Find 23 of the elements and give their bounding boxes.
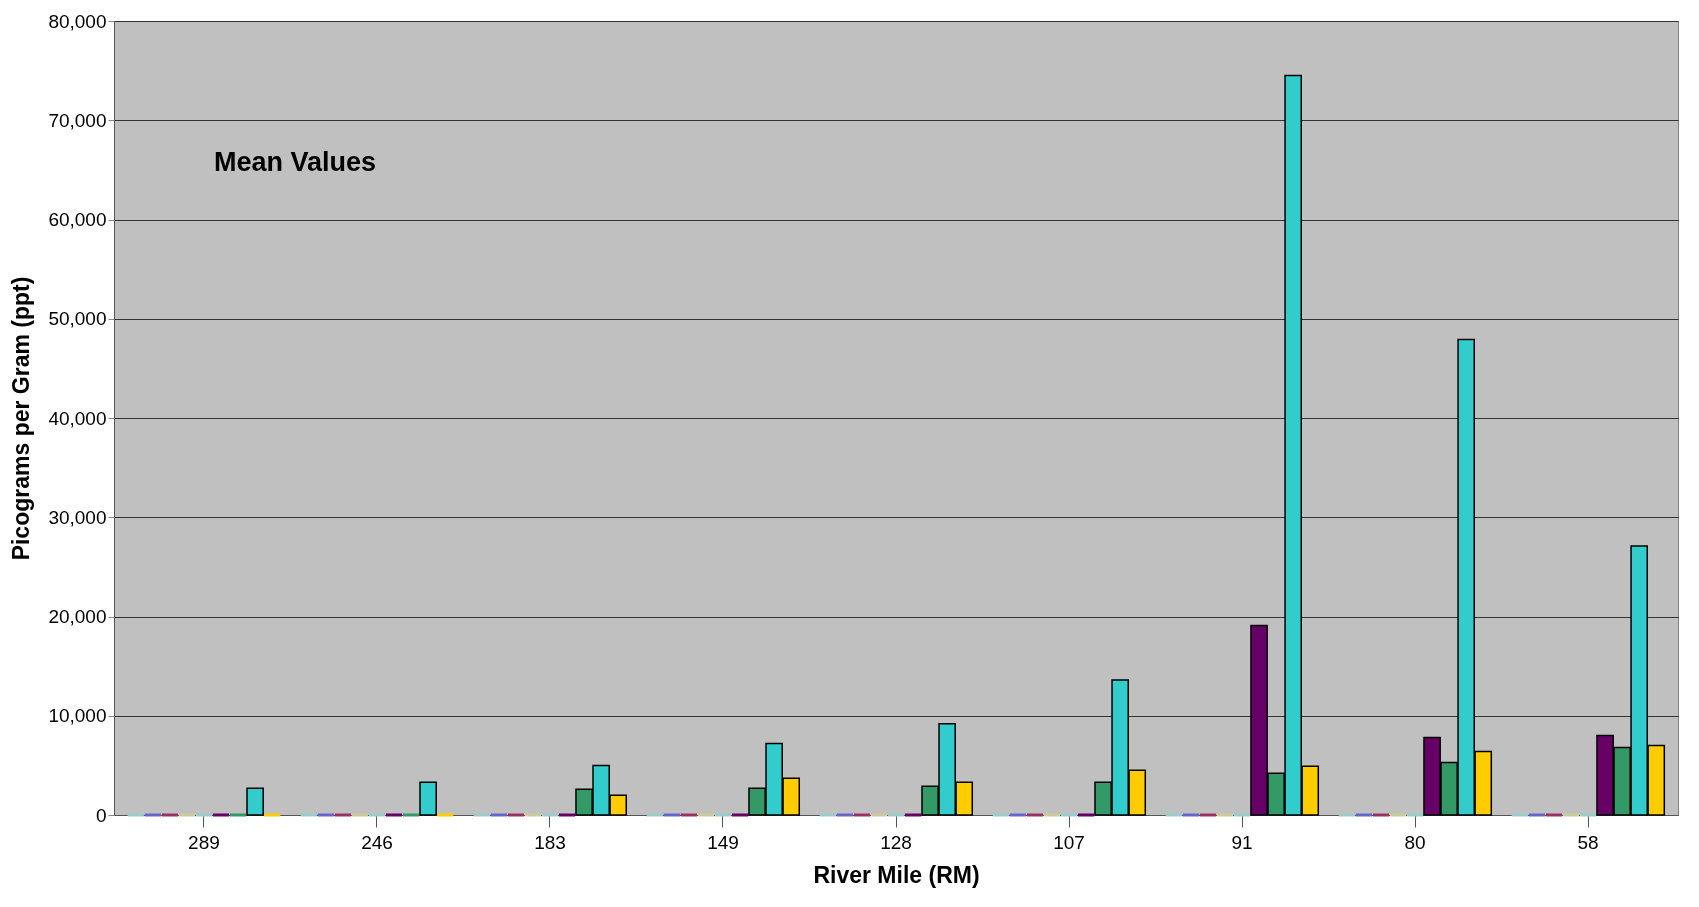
y-tick-label: 10,000 [48, 705, 107, 727]
x-tick-label: 58 [1577, 831, 1599, 853]
y-tick-label: 30,000 [48, 506, 107, 528]
y-tick-label: 50,000 [48, 308, 107, 330]
x-tick-label: 149 [707, 831, 739, 853]
x-axis-title: River Mile (RM) [813, 861, 980, 888]
x-tick-label: 80 [1404, 831, 1426, 853]
x-tick-label: 107 [1053, 831, 1085, 853]
y-axis-title: Picograms per Gram (ppt) [8, 276, 35, 561]
bar [419, 781, 437, 816]
y-tick-label: 20,000 [48, 606, 107, 627]
annotation: Mean Values [214, 147, 377, 177]
y-tick-label: 40,000 [48, 407, 107, 429]
x-tick-label: 91 [1231, 831, 1253, 853]
x-tick-label: 183 [534, 831, 566, 853]
y-tick-label: 80,000 [48, 10, 107, 32]
y-tick-label: 70,000 [48, 109, 107, 131]
y-tick-label: 60,000 [48, 209, 107, 230]
x-tick-label: 128 [880, 831, 912, 853]
bar [246, 787, 264, 816]
x-tick-label: 246 [361, 831, 393, 853]
x-tick-label: 289 [188, 831, 220, 853]
y-tick-label: 0 [95, 804, 107, 826]
